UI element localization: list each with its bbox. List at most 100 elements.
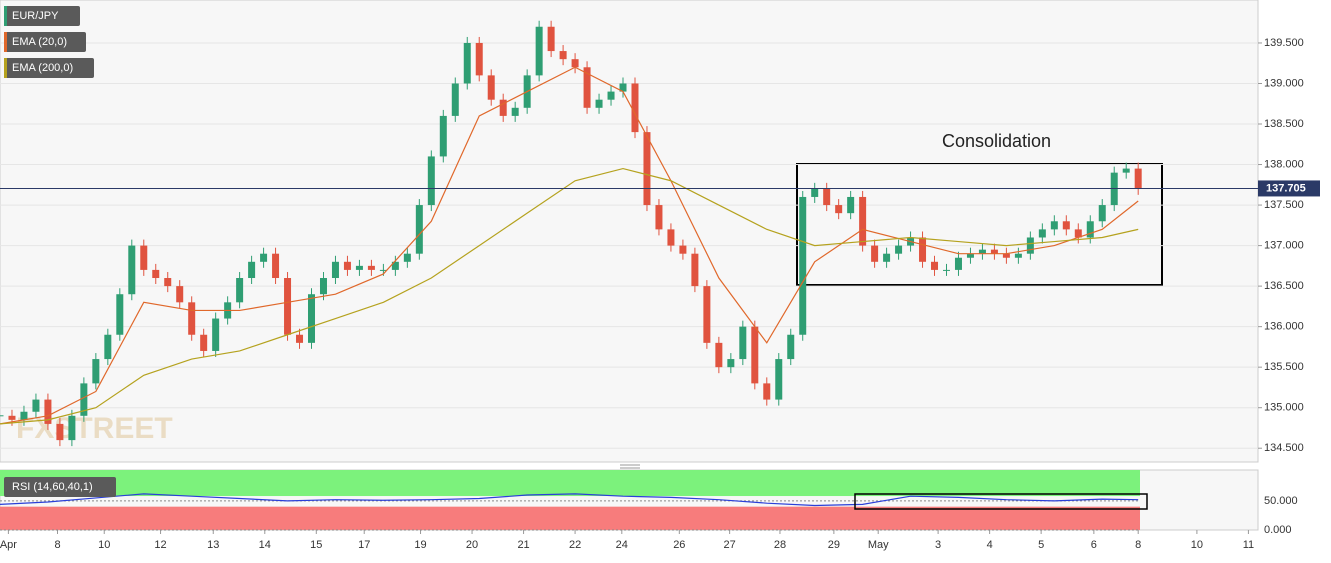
x-tick-label: 10: [98, 539, 110, 551]
y-tick-label: 136.500: [1264, 280, 1304, 292]
candle: [475, 42, 483, 76]
x-tick-label: 20: [466, 539, 478, 551]
last-price-label: 137.705: [1266, 182, 1306, 194]
last-price-box: [1258, 180, 1320, 197]
candle: [990, 249, 998, 254]
x-tick-label: 24: [616, 539, 628, 551]
candle: [92, 359, 100, 384]
candle: [691, 253, 699, 287]
candle: [1026, 237, 1034, 254]
y-tick-label: 137.500: [1264, 199, 1304, 211]
rsi-title: RSI (14,60,40,1): [12, 481, 93, 493]
candle: [895, 245, 903, 254]
candle: [68, 415, 76, 441]
candle: [152, 269, 160, 279]
candle: [1062, 221, 1070, 230]
candle: [559, 51, 567, 60]
rsi-legend-box: [4, 477, 116, 497]
candle: [140, 245, 148, 270]
candle: [1122, 168, 1130, 173]
candle: [823, 188, 831, 206]
candle: [1050, 221, 1058, 230]
candle: [703, 286, 711, 343]
legend-box: [4, 32, 86, 52]
candle: [535, 26, 543, 76]
candle: [104, 334, 112, 360]
candle: [379, 269, 387, 271]
x-tick-label: 6: [1091, 539, 1097, 551]
y-tick-label: 136.000: [1264, 321, 1304, 333]
candle: [355, 265, 363, 270]
candle: [463, 42, 471, 84]
candle: [116, 294, 124, 335]
candle: [1134, 168, 1142, 189]
candle: [200, 334, 208, 351]
candle: [308, 294, 316, 343]
candle: [296, 334, 304, 343]
candle: [667, 229, 675, 246]
candle: [883, 253, 891, 262]
x-tick-label: 8: [54, 539, 60, 551]
candle: [787, 334, 795, 360]
rsi-oversold-zone: [0, 506, 1140, 530]
legend-label: EMA (20,0): [12, 36, 67, 48]
x-tick-label: 19: [414, 539, 426, 551]
candle: [931, 261, 939, 270]
candle: [128, 245, 136, 295]
candle: [236, 278, 244, 303]
candle: [871, 245, 879, 262]
candle: [32, 399, 40, 412]
candle: [595, 99, 603, 108]
candle: [811, 188, 819, 197]
rsi-box: [854, 493, 1148, 510]
candle: [942, 269, 950, 271]
candle: [451, 83, 459, 116]
candle: [319, 278, 327, 295]
y-tick-label: 138.500: [1264, 118, 1304, 130]
y-tick-label: 50.000: [1264, 495, 1298, 507]
candle: [631, 83, 639, 133]
rsi-overbought-zone: [0, 470, 1140, 497]
x-tick-label: 11: [1243, 539, 1254, 551]
x-tick-label: 10: [1191, 539, 1203, 551]
candle: [775, 359, 783, 400]
candle: [547, 26, 555, 52]
x-tick-label: 26: [673, 539, 685, 551]
rsi-line: [0, 493, 1139, 507]
x-tick-label: 8: [1135, 539, 1141, 551]
candle: [188, 302, 196, 335]
y-tick-label: 135.000: [1264, 402, 1304, 414]
candle: [487, 75, 495, 100]
candle: [727, 359, 735, 368]
candle: [284, 278, 292, 335]
x-tick-label: 27: [724, 539, 736, 551]
legend-label: EMA (200,0): [12, 62, 73, 74]
candle: [164, 278, 172, 287]
candle: [679, 245, 687, 254]
ema-line: [0, 66, 1139, 425]
candle: [835, 205, 843, 214]
candle: [272, 253, 280, 279]
candle: [607, 91, 615, 100]
candle: [248, 261, 256, 279]
candle: [966, 253, 974, 258]
y-tick-label: 135.500: [1264, 361, 1304, 373]
candle: [415, 205, 423, 254]
y-tick-label: 137.000: [1264, 239, 1304, 251]
candle: [20, 411, 28, 420]
watermark: FXSTREET: [16, 412, 173, 445]
x-tick-label: 5: [1038, 539, 1044, 551]
y-tick-label: 139.000: [1264, 77, 1304, 89]
x-tick-label: 13: [207, 539, 219, 551]
candle: [1098, 205, 1106, 222]
candle: [571, 59, 579, 68]
candle: [403, 253, 411, 262]
x-tick-label: 29: [828, 539, 840, 551]
y-tick-label: 0.000: [1264, 524, 1292, 536]
legend-swatch: [4, 6, 7, 26]
candle: [1074, 229, 1082, 238]
candle: [859, 196, 867, 246]
candle: [954, 257, 962, 270]
